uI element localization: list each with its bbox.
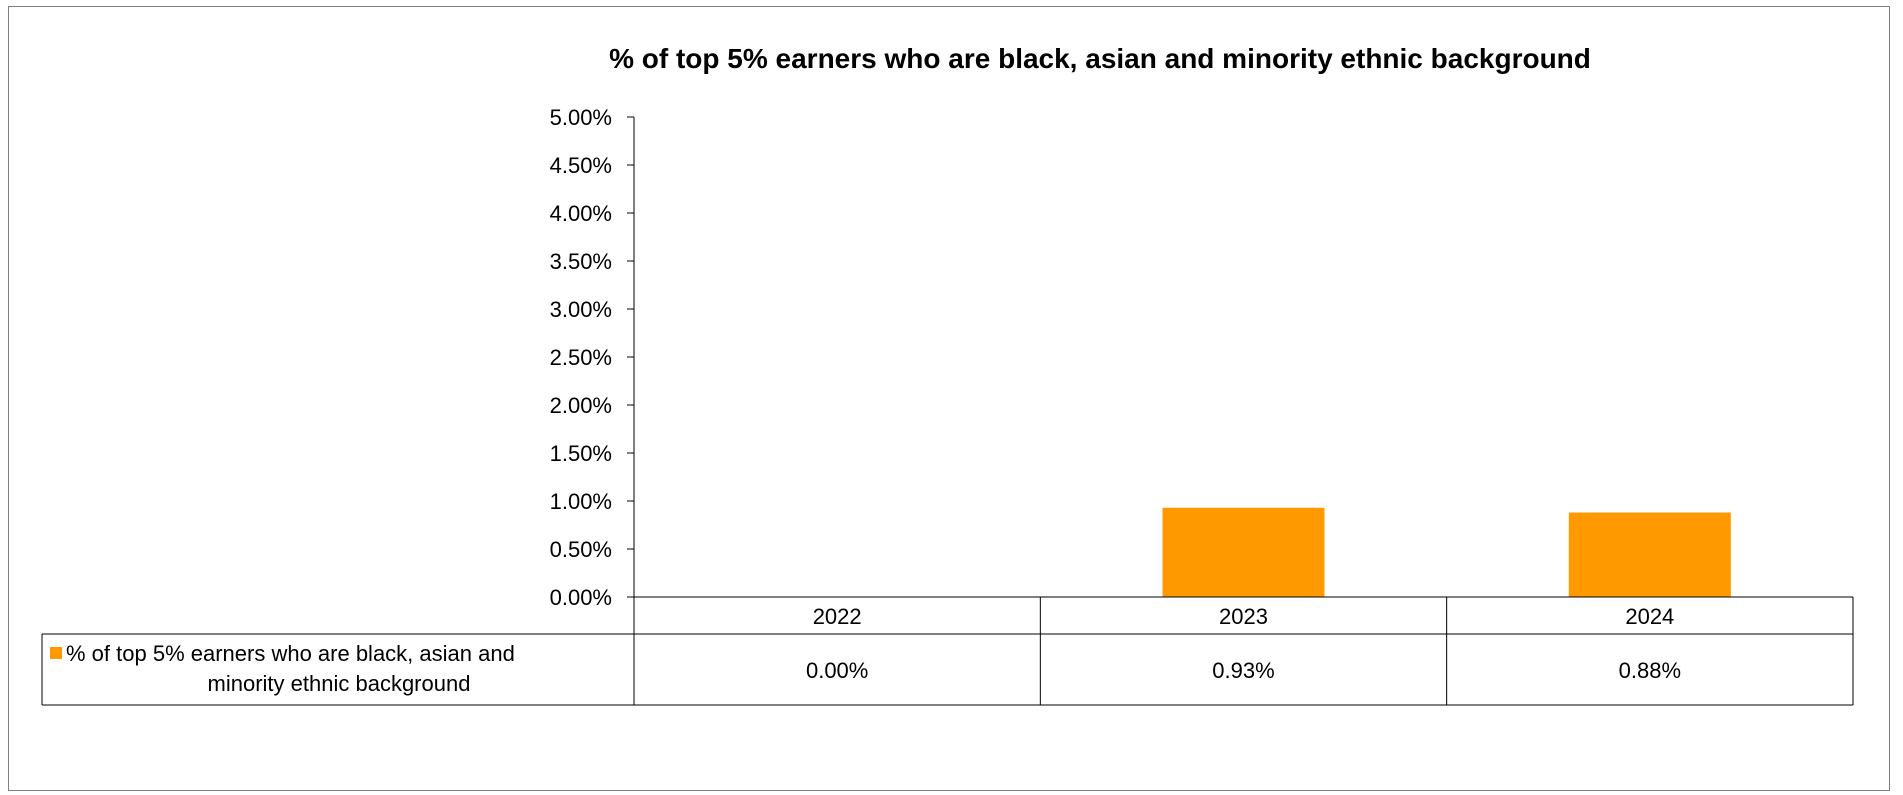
y-tick-label: 1.00% bbox=[550, 489, 612, 514]
bar-2024 bbox=[1568, 512, 1731, 597]
legend-label-line-2: minority ethnic background bbox=[208, 671, 471, 696]
y-tick-label: 2.00% bbox=[550, 393, 612, 418]
table-value-cell: 0.93% bbox=[1212, 658, 1274, 683]
x-category-label: 2023 bbox=[1219, 604, 1268, 629]
y-tick-label: 5.00% bbox=[550, 105, 612, 130]
y-tick-label: 3.00% bbox=[550, 297, 612, 322]
bar-2023 bbox=[1162, 507, 1325, 597]
y-tick-label: 0.00% bbox=[550, 585, 612, 610]
chart-title: % of top 5% earners who are black, asian… bbox=[609, 43, 1591, 74]
x-category-label: 2022 bbox=[813, 604, 862, 629]
table-value-cell: 0.88% bbox=[1619, 658, 1681, 683]
x-category-label: 2024 bbox=[1625, 604, 1674, 629]
legend-label-line-1: % of top 5% earners who are black, asian… bbox=[66, 641, 515, 666]
legend-swatch bbox=[50, 647, 62, 659]
y-tick-label: 4.00% bbox=[550, 201, 612, 226]
y-tick-label: 3.50% bbox=[550, 249, 612, 274]
y-tick-label: 2.50% bbox=[550, 345, 612, 370]
y-tick-label: 0.50% bbox=[550, 537, 612, 562]
y-tick-label: 1.50% bbox=[550, 441, 612, 466]
table-value-cell: 0.00% bbox=[806, 658, 868, 683]
plot-area: 0.00% 0.50% 1.00% 1.50% 2.00% 2.50% 3.00% 3.50%… bbox=[41, 105, 1854, 706]
y-tick-label: 4.50% bbox=[550, 153, 612, 178]
chart-frame bbox=[8, 6, 1890, 791]
